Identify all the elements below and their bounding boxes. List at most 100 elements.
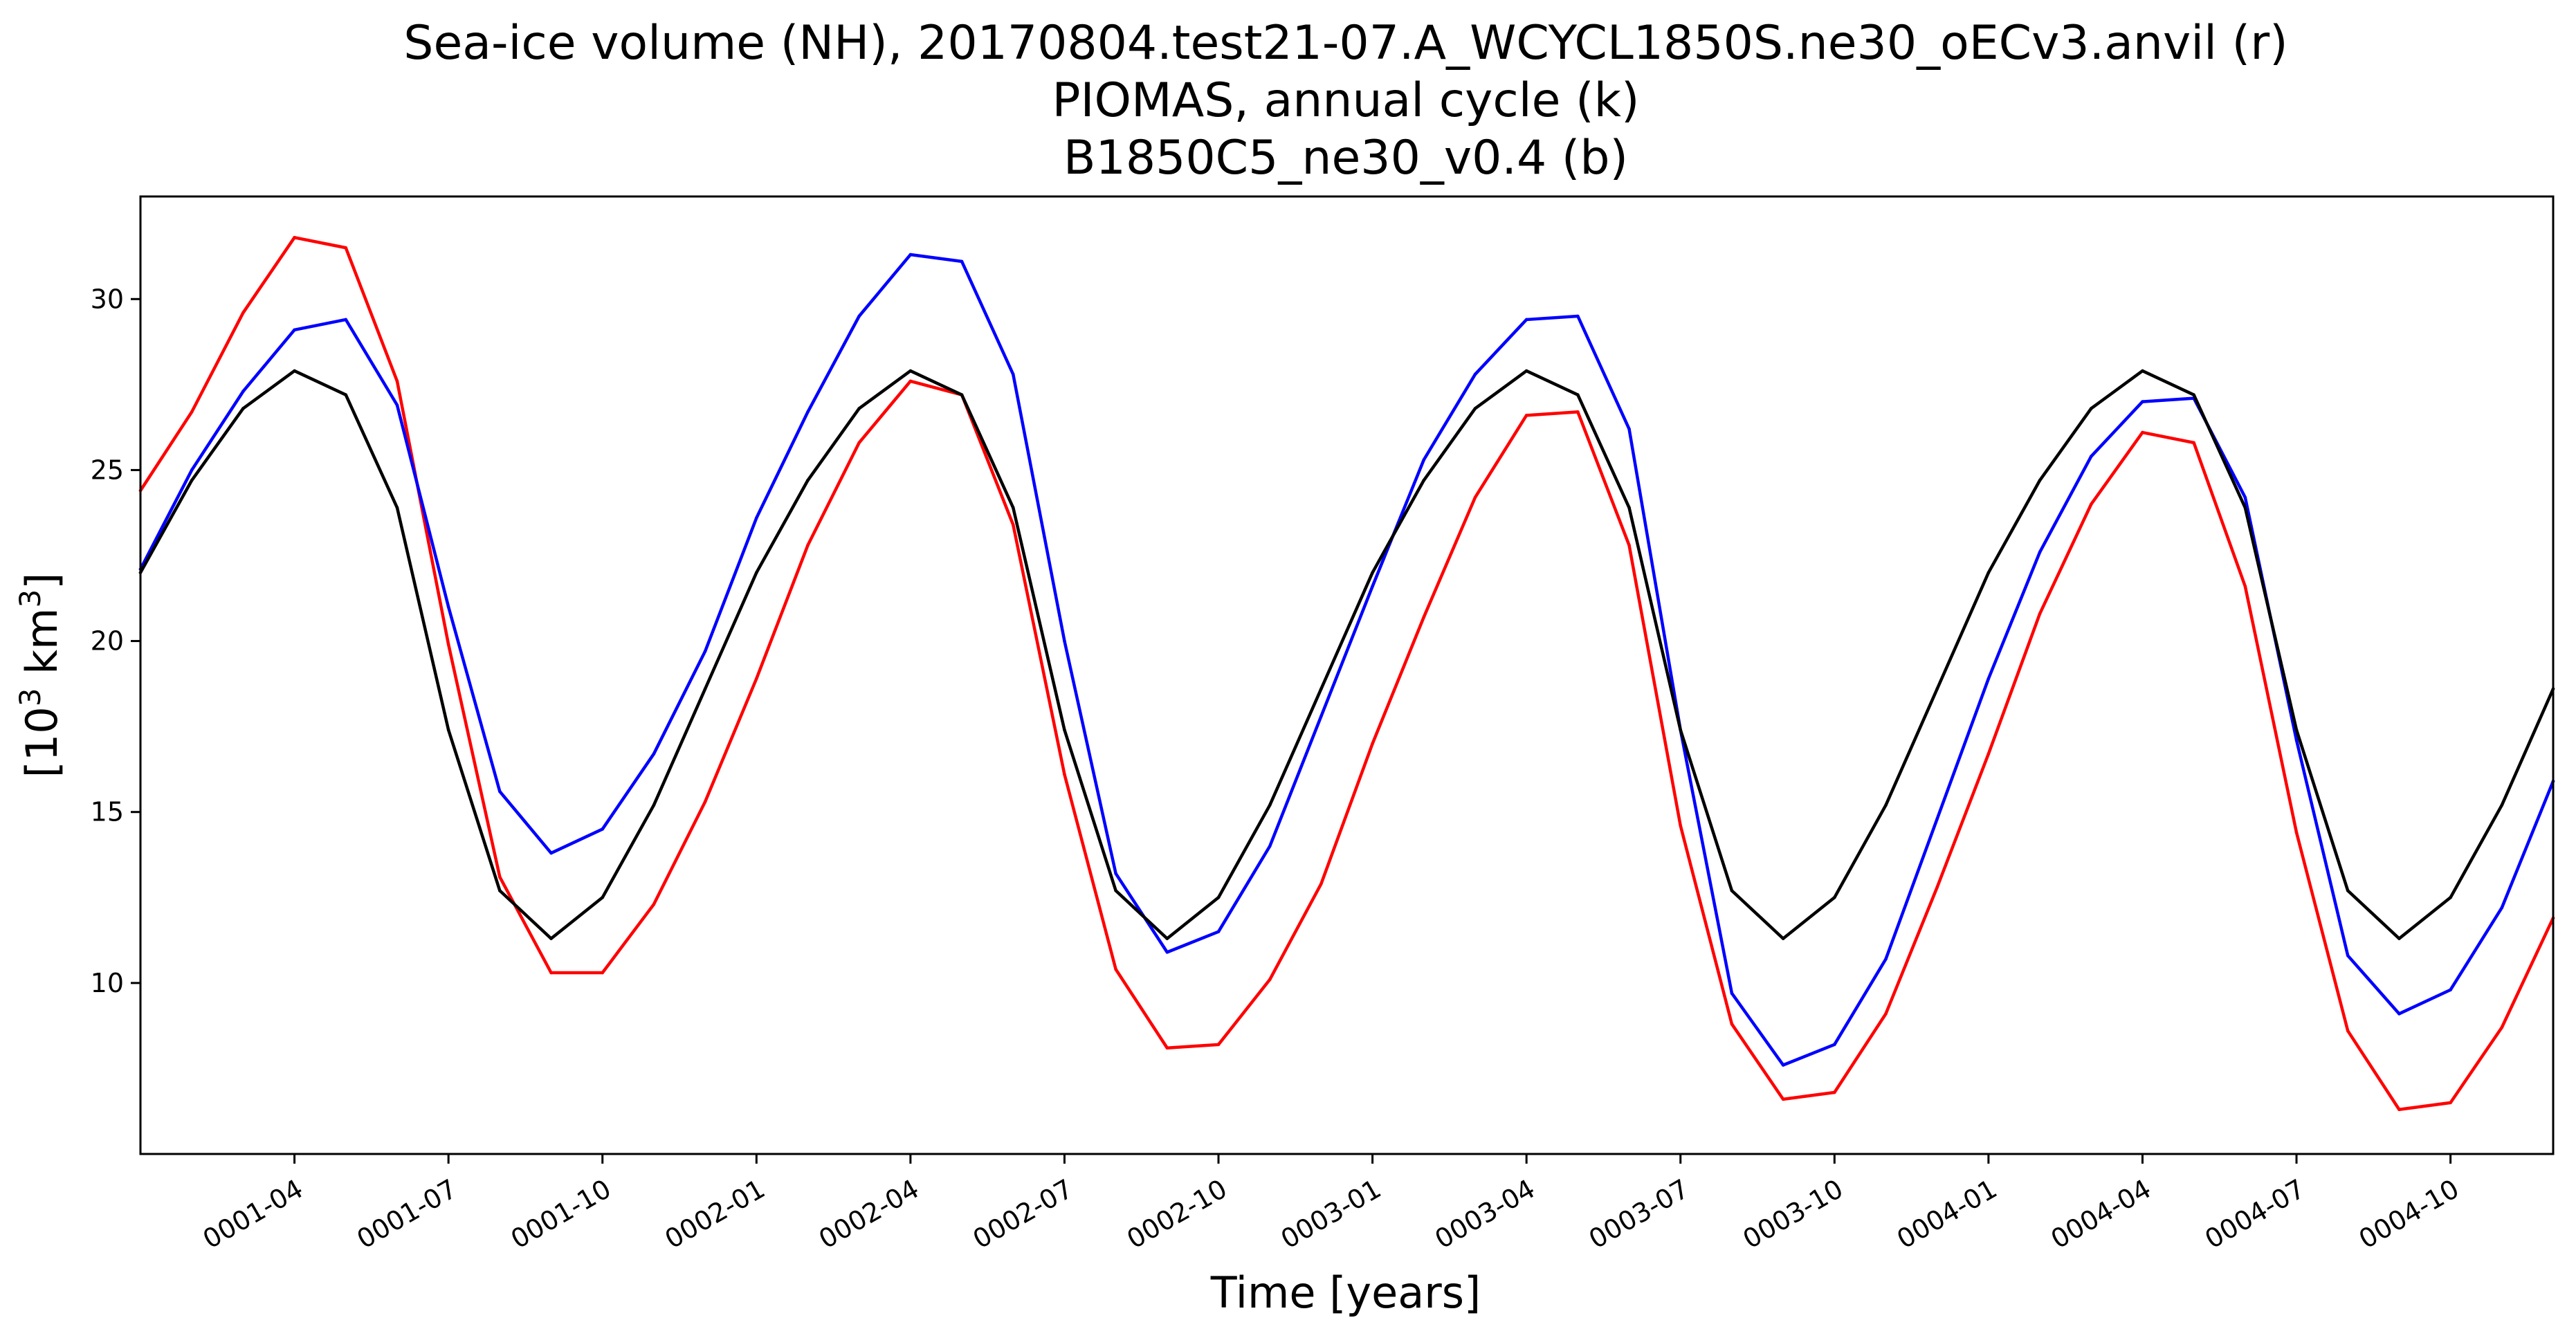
series-3-point [2089, 407, 2093, 410]
series-1-point [2192, 441, 2195, 445]
chart-title-line-3: B1850C5_ne30_v0.4 (b) [1063, 131, 1628, 185]
series-3-point [446, 728, 450, 732]
series-line-1 [138, 236, 2555, 1111]
series-3-point [1268, 803, 1272, 807]
series-1-point [1730, 1022, 1734, 1026]
series-3-point [293, 369, 296, 373]
y-axis-label-unit-exponent: 3 [13, 589, 47, 608]
series-3-point [1473, 407, 1477, 410]
series-2-point [395, 403, 399, 407]
series-2-point [2141, 400, 2144, 403]
series-3-point [549, 937, 553, 940]
series-3-point [2243, 506, 2247, 510]
series-2-point [755, 516, 758, 520]
series-2-point [1524, 318, 1528, 322]
series-3-point [755, 571, 758, 575]
y-tick-label: 30 [91, 284, 124, 314]
series-2-point [293, 328, 296, 332]
series-1-point [2038, 612, 2042, 616]
y-axis-label-exponent: 3 [13, 688, 47, 707]
series-1-point [1319, 882, 1323, 886]
y-axis-label-base: [10 [17, 706, 67, 778]
series-3-point [2294, 728, 2299, 732]
y-tick-label: 10 [91, 968, 124, 998]
y-tick-label: 15 [91, 797, 124, 827]
series-1-point [344, 246, 348, 250]
series-2-point [1935, 817, 1939, 821]
series-1-point [1216, 1043, 1221, 1047]
series-2-point [549, 851, 553, 855]
series-1-point [2346, 1029, 2350, 1033]
series-3-point [2346, 889, 2350, 892]
series-2-point [2243, 495, 2247, 500]
series-3-point [190, 478, 194, 482]
series-2-point [2449, 988, 2452, 992]
series-1-point [1884, 1012, 1888, 1016]
series-3-point [2397, 937, 2401, 940]
series-3-point [2500, 803, 2504, 807]
series-2-point [1576, 314, 1580, 318]
series-3-point [1114, 889, 1117, 892]
series-1-point [1371, 742, 1374, 746]
series-3-point [1063, 728, 1066, 732]
y-axis-label-close: ] [17, 573, 67, 589]
series-3-point [1422, 478, 1426, 482]
series-2-point [498, 789, 502, 794]
series-2-point [1371, 585, 1374, 588]
series-2-point [1165, 951, 1169, 954]
series-3-point [960, 393, 964, 396]
chart-title-line-1: Sea-ice volume (NH), 20170804.test21-07.… [403, 16, 2287, 71]
plot-frame [139, 195, 2555, 1155]
series-2-point [1422, 458, 1426, 461]
series-1-point [2397, 1108, 2401, 1112]
series-2-point [1216, 930, 1221, 934]
series-2-point [960, 259, 964, 264]
series-1-point [806, 543, 810, 547]
series-layer [138, 236, 2555, 1112]
series-1-point [1935, 886, 1939, 889]
series-2-point [190, 468, 194, 472]
series-1-point [1627, 543, 1631, 547]
series-1-point [2449, 1101, 2452, 1105]
series-2-point [703, 650, 707, 653]
series-2-point [1781, 1063, 1785, 1067]
series-1-point [446, 643, 450, 646]
series-2-point [1833, 1043, 1836, 1047]
series-3-point [1935, 687, 1939, 691]
series-3-point [1884, 803, 1888, 807]
series-2-point [2397, 1012, 2401, 1016]
series-2-point [601, 827, 605, 831]
series-2-point [2346, 954, 2350, 957]
series-3-point [857, 407, 861, 410]
series-2-point [908, 253, 913, 257]
series-1-point [498, 875, 502, 879]
series-1-point [1576, 410, 1580, 414]
series-2-point [806, 410, 810, 414]
series-3-point [1165, 937, 1169, 940]
series-1-point [755, 677, 758, 681]
series-2-point [1114, 872, 1117, 875]
series-2-point [1268, 844, 1272, 848]
x-axis-label: Time [years] [1210, 1267, 1481, 1318]
series-2-point [1011, 372, 1015, 376]
series-3-point [395, 506, 399, 510]
series-1-point [2243, 585, 2247, 588]
series-2-point [1319, 715, 1323, 718]
series-3-point [2449, 895, 2452, 899]
series-1-point [1473, 495, 1477, 500]
series-2-point [652, 752, 656, 755]
series-1-point [1422, 615, 1426, 619]
series-2-point [1063, 639, 1066, 643]
y-tick-label: 25 [91, 455, 124, 485]
series-2-point [2089, 455, 2093, 458]
series-1-point [652, 902, 656, 906]
series-1-point [857, 441, 861, 445]
series-3-point [1371, 571, 1374, 575]
series-3-point [652, 803, 656, 807]
series-1-point [908, 379, 913, 383]
series-3-point [2141, 369, 2144, 373]
series-2-point [1473, 372, 1477, 376]
series-2-point [446, 605, 450, 609]
